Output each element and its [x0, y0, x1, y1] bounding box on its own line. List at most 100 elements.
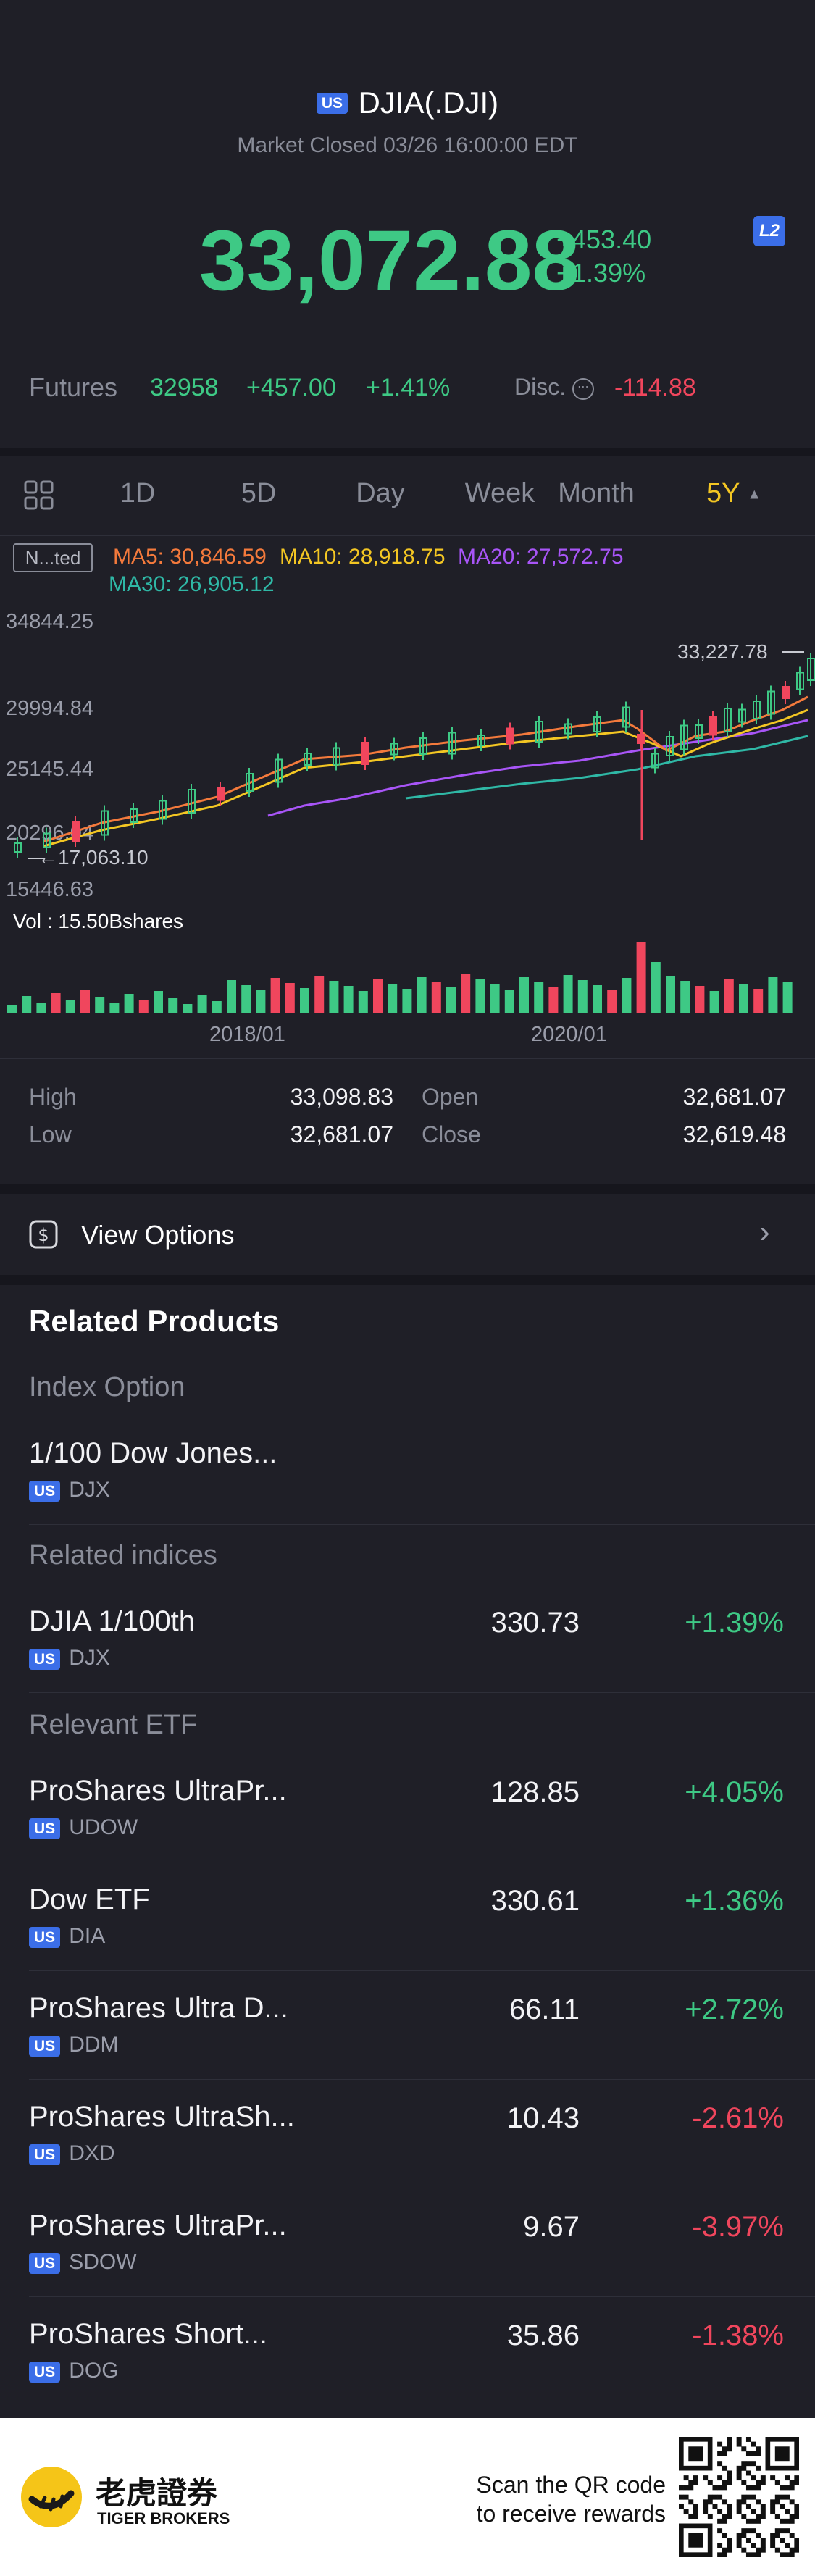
promo-text-1: Scan the QR code — [476, 2472, 666, 2498]
qr-module — [770, 2533, 776, 2538]
qr-module — [717, 2543, 723, 2548]
market-status: Market Closed 03/26 16:00:00 EDT — [237, 133, 578, 157]
candle-body — [419, 737, 427, 755]
market-badge: US — [29, 1648, 61, 1670]
candle-body — [753, 701, 761, 719]
qr-module — [780, 2538, 785, 2543]
volume-bar — [109, 1003, 120, 1013]
qr-module — [693, 2514, 698, 2519]
volume-bar — [227, 980, 236, 1013]
volume-bar — [739, 984, 748, 1013]
candle-body — [695, 724, 703, 739]
index-option-label: Index Option — [29, 1372, 185, 1402]
chart-layout-icon[interactable] — [23, 480, 55, 511]
qr-module — [745, 2538, 751, 2543]
last-price: 33,072.88 — [199, 213, 580, 309]
tab-day[interactable]: Day — [356, 478, 405, 509]
volume-bar — [534, 982, 544, 1013]
product-name: ProShares Short... — [29, 2318, 268, 2350]
qr-module — [789, 2547, 795, 2553]
qr-module — [756, 2485, 761, 2491]
row-divider — [29, 2296, 815, 2297]
qr-module — [736, 2475, 742, 2481]
qr-module — [736, 2543, 742, 2548]
candle-body — [622, 706, 630, 728]
open-label: Open — [422, 1084, 479, 1110]
related-indices-label: Related indices — [29, 1540, 217, 1571]
product-name: ProShares UltraPr... — [29, 2209, 287, 2241]
qr-module — [703, 2509, 709, 2514]
low-marker-value: 17,063.10 — [58, 846, 149, 869]
volume-bar — [65, 1000, 75, 1013]
caret-up-icon: ▲ — [747, 486, 762, 503]
product-price: 10.43 — [506, 2102, 580, 2134]
ticker: DJX — [69, 1646, 110, 1670]
tab-week[interactable]: Week — [464, 478, 535, 509]
candle-body — [101, 810, 109, 836]
market-badge: US — [29, 2361, 61, 2383]
candle-body — [390, 743, 398, 756]
volume-bar — [709, 991, 719, 1013]
tab-5y[interactable]: 5Y ▲ — [706, 478, 761, 509]
relevant-etf-label: Relevant ETF — [29, 1710, 198, 1740]
volume-bar — [36, 1003, 46, 1013]
qr-module — [727, 2480, 732, 2485]
qr-module — [756, 2465, 761, 2471]
qr-module — [774, 2528, 780, 2534]
qr-code-icon[interactable] — [679, 2437, 799, 2557]
qr-module — [688, 2533, 703, 2548]
qr-module — [785, 2518, 790, 2524]
qr-module — [712, 2494, 718, 2500]
indicator-mode-toggle[interactable]: N...ted — [13, 543, 93, 572]
market-badge: US — [29, 2035, 61, 2057]
qr-module — [727, 2547, 732, 2553]
product-name: DJIA 1/100th — [29, 1605, 196, 1637]
volume-bar — [724, 979, 734, 1013]
row-divider — [29, 2079, 815, 2080]
level2-badge[interactable]: L2 — [753, 216, 785, 246]
qr-module — [727, 2543, 732, 2548]
qr-module — [794, 2547, 799, 2553]
qr-module — [770, 2543, 776, 2548]
qr-module — [741, 2528, 747, 2534]
candlestick-chart[interactable] — [0, 601, 815, 862]
view-options-row[interactable]: $ View Options › — [0, 1194, 815, 1275]
y-tick-1: 29994.84 — [6, 697, 93, 720]
tab-month[interactable]: Month — [558, 478, 635, 509]
tab-1d[interactable]: 1D — [120, 478, 156, 509]
volume-bar — [490, 984, 500, 1013]
info-icon[interactable]: ⋯ — [572, 377, 594, 400]
qr-module — [780, 2494, 785, 2500]
qr-module — [794, 2543, 799, 2548]
y-tick-0: 34844.25 — [6, 610, 93, 633]
row-divider — [29, 1524, 815, 1525]
footer-banner[interactable]: 老虎證券 TIGER BROKERS Scan the QR code to r… — [0, 2418, 815, 2576]
candle-body — [506, 727, 514, 745]
low-marker-label: ←17,063.10 — [38, 846, 149, 869]
qr-module — [745, 2470, 751, 2476]
volume-bar — [270, 978, 280, 1013]
qr-module — [693, 2475, 698, 2481]
qr-module — [756, 2514, 761, 2519]
product-change: -1.38% — [692, 2320, 784, 2351]
candle-body — [767, 690, 775, 715]
qr-module — [683, 2494, 689, 2500]
disc-label[interactable]: Disc. ⋯ — [514, 374, 594, 401]
qr-module — [722, 2547, 727, 2553]
qr-module — [741, 2499, 747, 2505]
qr-module — [756, 2451, 761, 2456]
qr-module — [722, 2518, 727, 2524]
qr-module — [679, 2485, 684, 2491]
volume-chart[interactable] — [0, 934, 815, 1014]
volume-bar — [548, 987, 559, 1013]
tab-5d[interactable]: 5D — [241, 478, 277, 509]
qr-module — [794, 2504, 799, 2509]
brand-name-en: TIGER BROKERS — [97, 2509, 230, 2527]
qr-module — [785, 2528, 790, 2534]
product-change: +4.05% — [685, 1776, 784, 1808]
view-options-label: View Options — [81, 1220, 235, 1250]
qr-module — [712, 2504, 718, 2509]
futures-price[interactable]: 32958 — [150, 374, 219, 401]
price-change: +453.40 — [556, 225, 652, 254]
symbol-row[interactable]: US DJIA(.DJI) — [0, 85, 815, 120]
